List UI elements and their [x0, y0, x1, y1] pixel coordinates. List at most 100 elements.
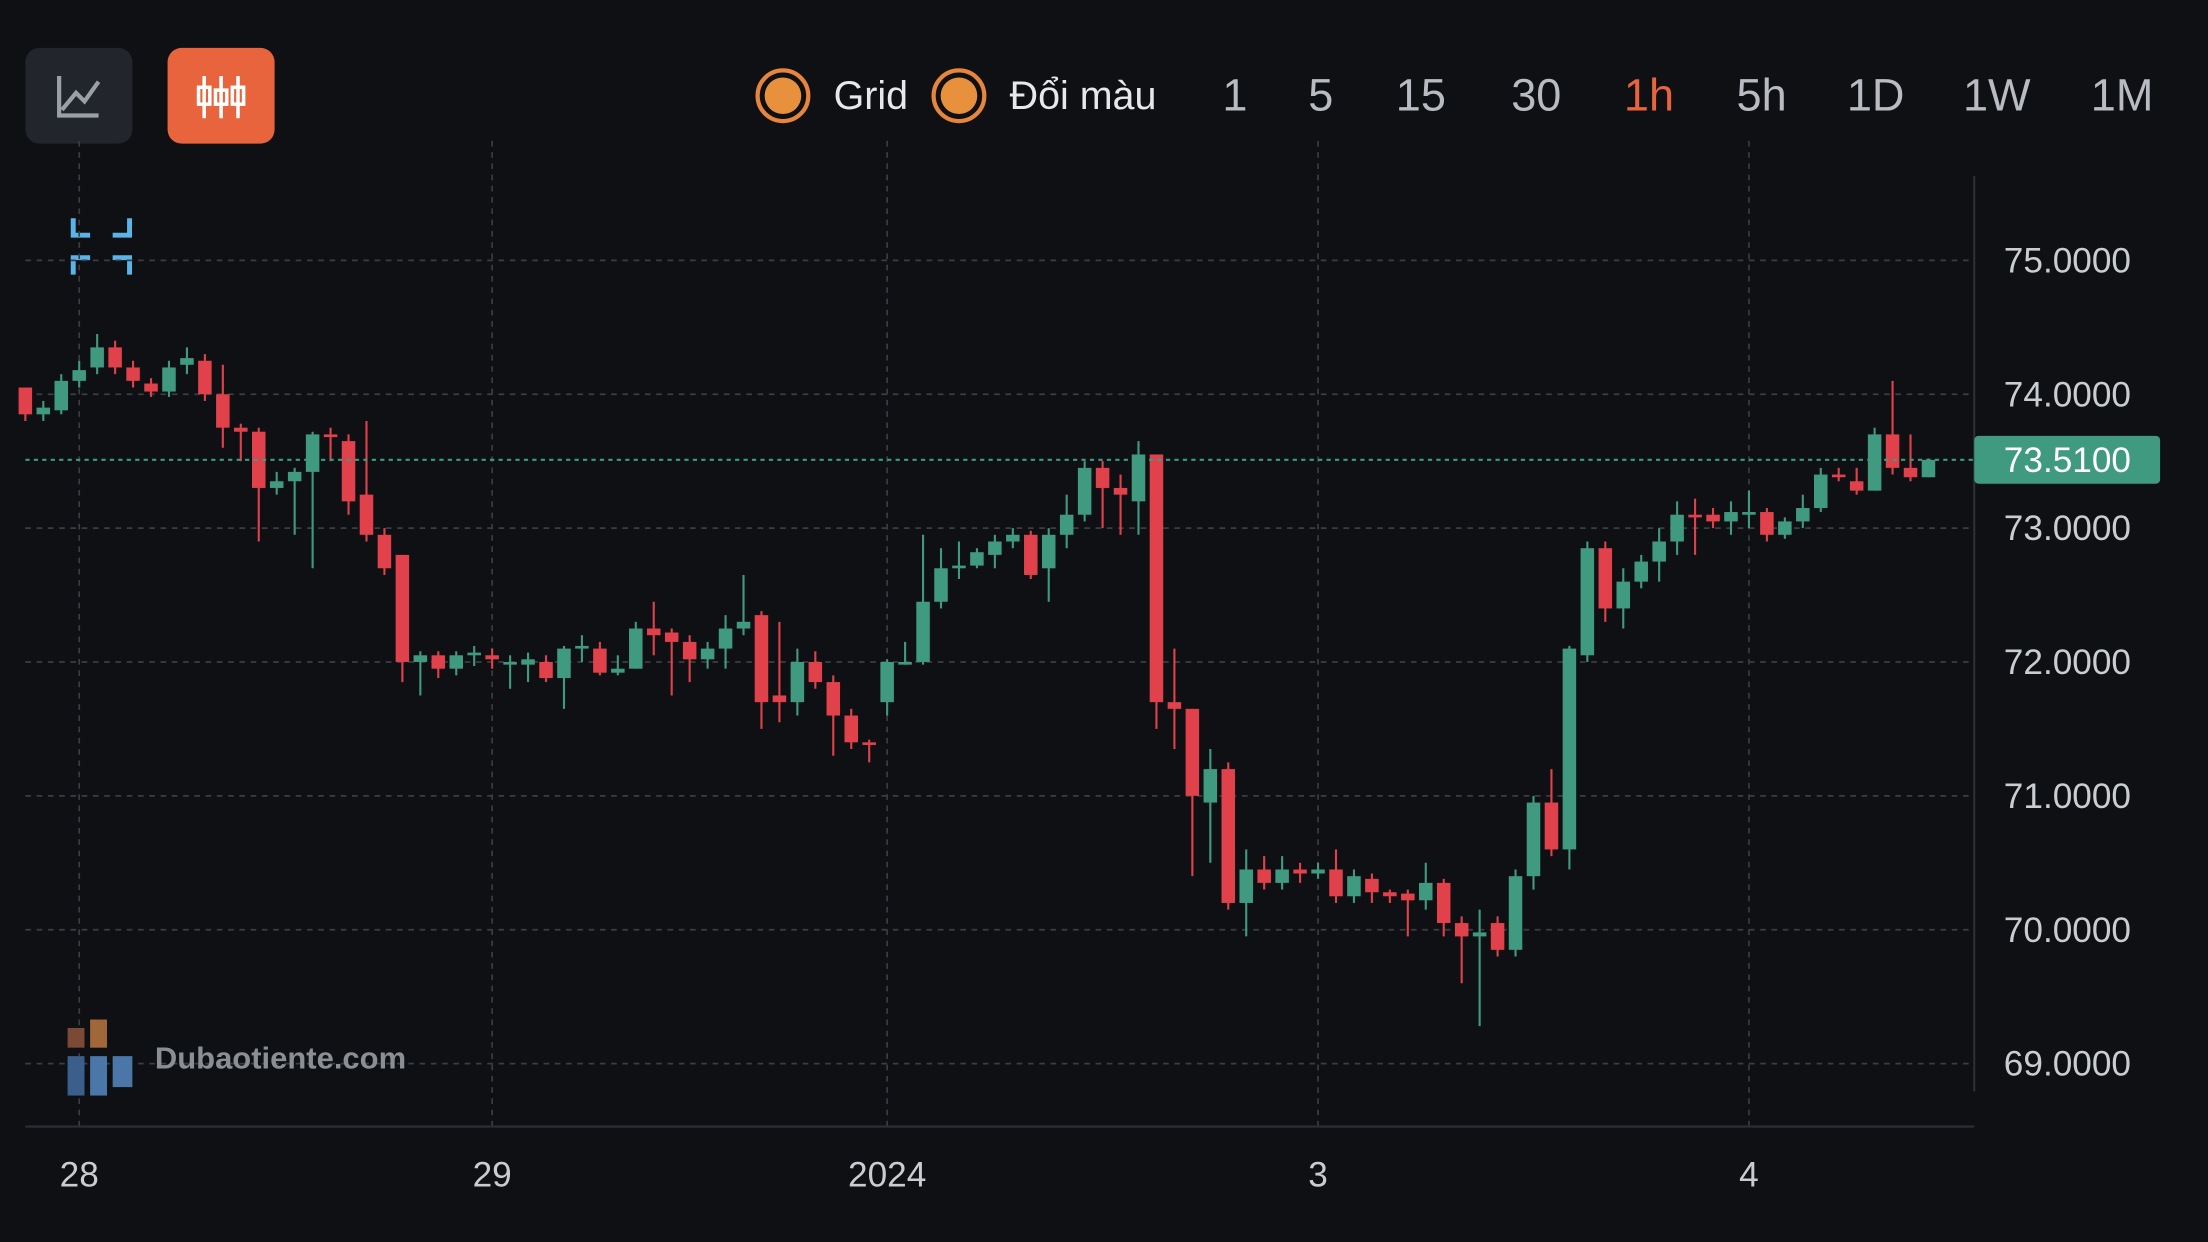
icon	[196, 85, 212, 106]
candle-body	[1257, 869, 1271, 883]
candle-body	[1329, 869, 1343, 897]
candle-body	[1293, 869, 1307, 874]
candle-body	[90, 347, 104, 368]
collapse-icon[interactable]	[70, 218, 133, 275]
timeframe[interactable]: 15	[1396, 69, 1446, 120]
candle-body	[1508, 876, 1523, 950]
candle-body	[1311, 869, 1325, 874]
candle-body	[736, 621, 751, 629]
candle	[1077, 461, 1092, 522]
timeframe[interactable]: 1D	[1847, 69, 1905, 120]
candle-body	[952, 565, 966, 569]
candle	[1921, 458, 1936, 478]
candle-body	[126, 367, 140, 381]
x-tick-label: 29	[473, 1156, 512, 1195]
candle-body	[970, 552, 984, 566]
option-label[interactable]: Grid	[834, 74, 908, 118]
watermark: Dubaotiente.com	[67, 1019, 406, 1096]
timeframe[interactable]: 30	[1511, 69, 1561, 120]
candle	[1616, 568, 1631, 629]
candle-body	[162, 367, 176, 392]
candle-body	[1131, 454, 1146, 502]
y-tick-label: 69.0000	[2004, 1045, 2131, 1084]
candle-body	[1203, 769, 1218, 803]
candle-body	[629, 628, 643, 669]
candle	[718, 615, 733, 669]
candle-body	[251, 431, 266, 488]
radio[interactable]	[755, 68, 811, 124]
candle	[1006, 528, 1020, 549]
candle	[1041, 528, 1056, 602]
candle	[952, 541, 966, 579]
candle	[1813, 467, 1828, 513]
candle	[1634, 554, 1648, 589]
candle	[826, 675, 841, 756]
candle	[1490, 916, 1505, 957]
candle	[216, 364, 230, 448]
candle	[1706, 508, 1720, 529]
candle-chart-button[interactable]	[167, 47, 275, 144]
timeframe[interactable]: 1M	[2091, 69, 2154, 120]
candle	[934, 548, 948, 609]
candle	[90, 333, 104, 375]
candle-body	[323, 434, 338, 438]
timeframe[interactable]: 1h	[1624, 69, 1674, 120]
candle-body	[611, 668, 625, 673]
candle	[754, 611, 769, 729]
candle	[413, 651, 428, 696]
candle-body	[1401, 893, 1415, 901]
candle	[1544, 769, 1559, 857]
candle	[790, 648, 805, 716]
candle-body	[72, 370, 86, 381]
candle-body	[1813, 474, 1828, 509]
candle-body	[18, 387, 33, 415]
candle	[1670, 501, 1684, 555]
candle-body	[359, 494, 374, 535]
option-label[interactable]: Đổi màu	[1010, 74, 1157, 118]
candle-body	[880, 661, 894, 703]
icon	[202, 76, 240, 119]
candle	[521, 652, 535, 683]
candle-body	[431, 655, 446, 669]
timeframe[interactable]: 5	[1308, 69, 1333, 120]
candle	[269, 471, 284, 495]
candle-body	[377, 534, 392, 569]
candle-body	[1472, 932, 1487, 937]
candle-body	[1616, 581, 1631, 609]
candle	[36, 400, 51, 422]
candle	[1867, 427, 1882, 491]
candle-body	[790, 661, 805, 703]
radio[interactable]	[931, 68, 987, 124]
candle	[611, 655, 625, 676]
timeframe[interactable]: 5h	[1737, 69, 1787, 120]
candle	[377, 528, 392, 575]
candle-body	[1831, 474, 1846, 478]
candle	[503, 655, 517, 689]
candle-body	[700, 648, 715, 660]
candle-body	[1275, 869, 1289, 883]
candle-body	[1185, 708, 1200, 796]
timeframe[interactable]: 1	[1222, 69, 1247, 120]
candle	[1562, 645, 1577, 870]
candle-body	[305, 434, 320, 472]
candle	[898, 641, 912, 665]
watermark-text: Dubaotiente.com	[155, 1041, 406, 1076]
candle-body	[1383, 892, 1397, 897]
candle	[916, 534, 930, 665]
line-chart-button[interactable]	[25, 47, 133, 144]
candle-body	[1419, 882, 1433, 901]
candle-body	[575, 645, 589, 649]
candle	[880, 659, 894, 716]
icon	[57, 76, 101, 118]
timeframe[interactable]: 1W	[1963, 69, 2031, 120]
candle-body	[1024, 534, 1038, 575]
candle-body	[1490, 923, 1505, 950]
candle	[198, 354, 212, 401]
candle-body	[449, 655, 464, 669]
candle	[1849, 467, 1864, 495]
y-tick-label: 70.0000	[2004, 911, 2131, 950]
candle	[575, 635, 589, 662]
candle-body	[772, 695, 787, 703]
